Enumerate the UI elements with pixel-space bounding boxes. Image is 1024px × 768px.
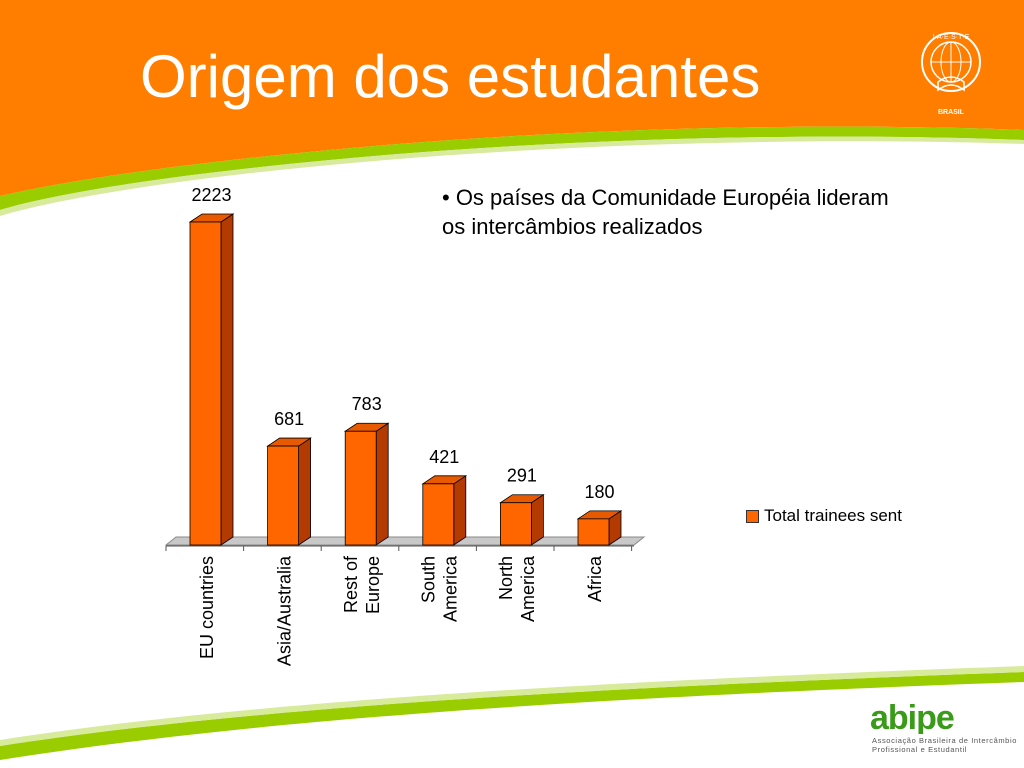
bar-front [267,445,300,546]
legend-swatch [746,509,759,523]
bar-front [577,518,610,546]
abipe-logo-icon: abipe [870,702,955,734]
bar-side [531,493,544,546]
data-label: 783 [352,394,382,414]
bar-side [298,437,311,546]
bar-front [422,483,455,546]
bar-front [499,502,532,546]
chart-category-labels: EU countries Asia/Australia Rest of Europe S… [197,555,605,666]
seal-caption: BRASIL [938,109,965,116]
abipe-tagline-line-1: Associação Brasileira de Intercâmbio [872,736,1017,745]
chart-legend: Total trainees sent [746,506,902,526]
category-label: Asia/Australia [274,555,294,666]
bar-front [344,430,377,546]
header-green-swoosh [0,126,1024,210]
data-label: 180 [584,482,614,502]
data-label: 2223 [191,185,231,205]
category-label: Rest of Europe [341,555,383,614]
category-label: EU countries [197,556,217,659]
bullet-text: • Os países da Comunidade Européia lider… [442,185,889,239]
footer-light-swoosh [0,666,1024,746]
chart-data-labels: 2223 681 783 421 291 180 [191,185,614,502]
footer-green-swoosh [0,672,1024,760]
category-label: South America [419,555,461,622]
bar-side [375,422,389,546]
seal-text: I·A·E·S·T·E [933,34,970,41]
bar-4 [421,475,468,546]
chart-floor [164,536,646,551]
data-label: 681 [274,409,304,429]
bar-1 [188,213,235,546]
page-title: Origem dos estudantes [140,43,761,110]
header-light-swoosh [0,136,1024,216]
bar-3 [343,422,390,546]
abipe-tagline-line-2: Profissional e Estudantil [872,745,968,754]
chart-bars [188,213,623,546]
legend-label: Total trainees sent [764,506,902,525]
category-label: Africa [585,555,605,602]
iaeste-seal-icon: I·A·E·S·T·E BRASIL [921,32,981,116]
bar-2 [266,437,312,546]
abipe-wordmark: abipe [870,702,954,734]
data-label: 291 [507,466,537,486]
abipe-tagline: Associação Brasileira de Intercâmbio Pro… [872,736,1017,754]
bar-side [453,475,467,546]
chart-floor-plane [164,536,646,546]
bar-5 [499,493,545,546]
bar-side [220,213,234,546]
category-label: North America [496,555,538,622]
header-orange-band [0,0,1024,196]
data-label: 421 [429,447,459,467]
bar-6 [576,510,623,546]
bar-front [189,221,222,546]
